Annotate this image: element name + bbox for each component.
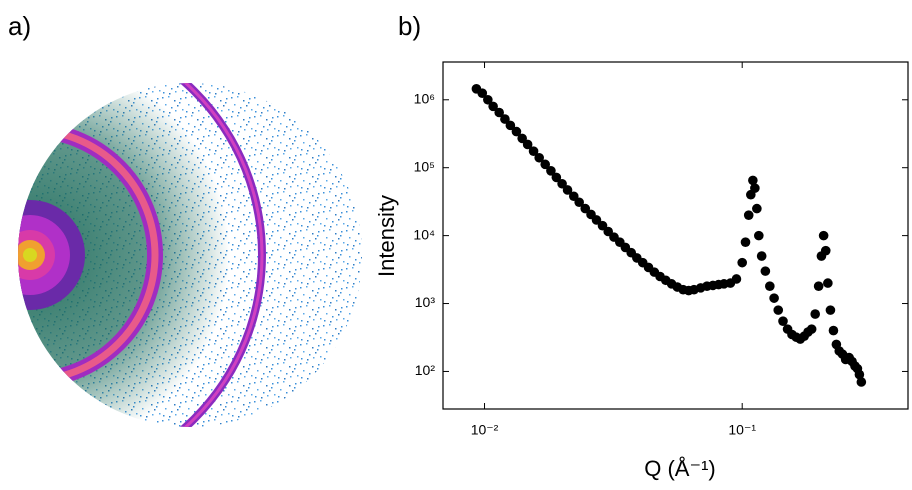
data-point <box>769 293 779 303</box>
data-point <box>528 146 539 156</box>
data-point <box>551 172 562 183</box>
data-point <box>534 152 544 163</box>
y-tick-label: 10⁶ <box>414 90 435 106</box>
data-point <box>500 114 510 124</box>
data-point <box>825 305 836 315</box>
data-point <box>505 120 516 131</box>
data-point <box>818 230 829 241</box>
plot-frame <box>442 61 909 410</box>
data-point <box>477 88 488 99</box>
x-axis-label: Q (Å⁻¹) <box>644 456 716 481</box>
data-point <box>557 178 567 189</box>
data-point <box>750 183 760 193</box>
y-tick-label: 10⁴ <box>413 226 435 242</box>
y-tick-label: 10⁵ <box>414 158 435 174</box>
panel-label: a) <box>8 11 31 41</box>
data-point <box>511 126 522 137</box>
data-point <box>820 245 831 256</box>
data-point <box>765 281 775 291</box>
y-axis-label: Intensity <box>374 195 399 277</box>
panel-label: b) <box>398 11 421 41</box>
data-point <box>546 166 556 176</box>
x-tick-label: 10⁻² <box>471 422 499 438</box>
data-point <box>823 278 833 288</box>
data-point <box>580 203 591 214</box>
data-point <box>540 159 551 170</box>
data-point <box>854 369 865 380</box>
data-point <box>574 197 584 208</box>
y-tick-label: 10² <box>415 362 436 378</box>
data-point <box>488 101 498 112</box>
data-point <box>756 251 767 261</box>
data-point <box>494 107 504 118</box>
data-point <box>754 230 764 241</box>
data-point <box>806 324 817 334</box>
data-point <box>778 316 788 326</box>
data-point <box>810 309 820 319</box>
data-point <box>737 257 747 268</box>
data-point <box>591 215 602 225</box>
data-point <box>752 203 762 214</box>
x-tick-label: 10⁻¹ <box>728 422 756 438</box>
detector-image <box>18 83 362 427</box>
data-point <box>562 185 573 195</box>
data-point <box>743 210 754 220</box>
y-tick-label: 10³ <box>415 294 436 310</box>
data-point <box>828 325 839 336</box>
data-point <box>731 274 742 284</box>
data-point <box>740 237 751 247</box>
data-point <box>760 266 771 276</box>
data-point <box>748 175 758 186</box>
data-point <box>813 281 824 291</box>
data-point <box>522 139 533 150</box>
data-point <box>483 94 493 105</box>
data-point <box>856 377 867 387</box>
data-point <box>773 305 784 315</box>
